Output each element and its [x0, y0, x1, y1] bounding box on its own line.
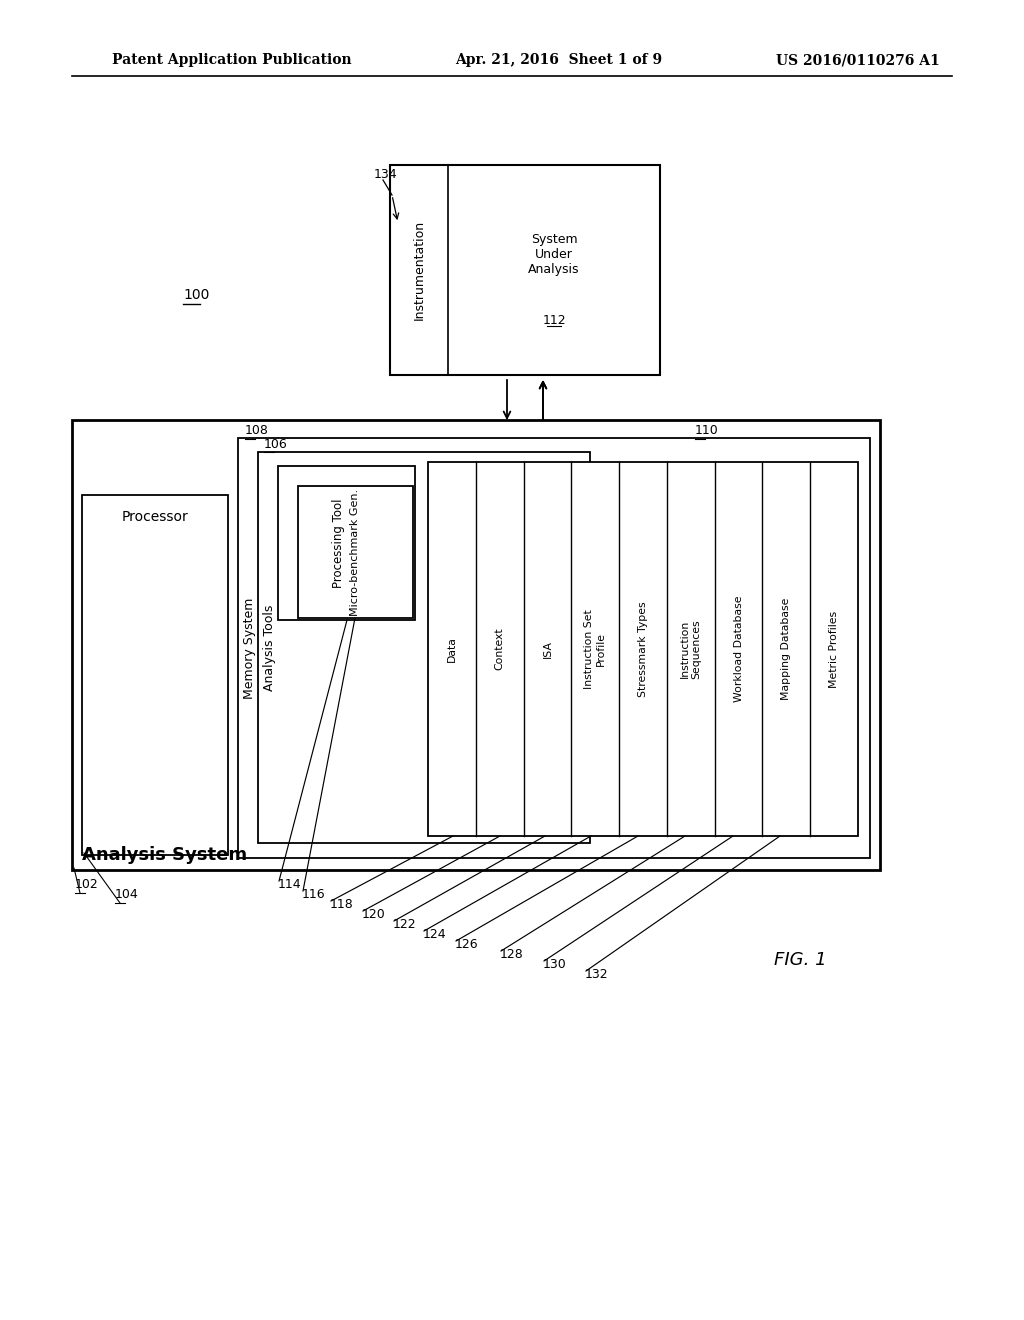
Text: 134: 134: [374, 169, 397, 181]
Text: Instrumentation: Instrumentation: [413, 220, 426, 319]
Bar: [390, 165, 660, 375]
Text: 110: 110: [695, 424, 719, 437]
Text: Instruction Set
Profile: Instruction Set Profile: [585, 609, 606, 689]
Text: US 2016/0110276 A1: US 2016/0110276 A1: [776, 53, 940, 67]
Text: 126: 126: [455, 939, 478, 952]
Bar: [258, 451, 590, 843]
Text: Data: Data: [446, 636, 457, 661]
Text: 100: 100: [183, 288, 209, 302]
Text: Stressmark Types: Stressmark Types: [638, 601, 648, 697]
Text: Apr. 21, 2016  Sheet 1 of 9: Apr. 21, 2016 Sheet 1 of 9: [455, 53, 663, 67]
Bar: [278, 466, 415, 620]
Text: Context: Context: [495, 628, 505, 671]
Text: 124: 124: [423, 928, 446, 941]
Text: 104: 104: [115, 888, 138, 902]
Text: 118: 118: [330, 899, 353, 912]
Text: Patent Application Publication: Patent Application Publication: [112, 53, 351, 67]
Text: 108: 108: [245, 424, 269, 437]
Text: Micro-benchmark Gen.: Micro-benchmark Gen.: [350, 488, 360, 615]
Bar: [428, 462, 858, 836]
Bar: [82, 495, 228, 855]
Text: Memory System: Memory System: [243, 598, 256, 698]
Bar: [298, 486, 413, 618]
Text: 106: 106: [264, 437, 288, 450]
Text: Workload Database: Workload Database: [733, 595, 743, 702]
Text: System
Under
Analysis: System Under Analysis: [528, 234, 580, 276]
Text: 130: 130: [543, 958, 566, 972]
Text: 120: 120: [362, 908, 386, 921]
Text: Metric Profiles: Metric Profiles: [829, 610, 839, 688]
Text: ISA: ISA: [543, 640, 552, 657]
Text: Instruction
Sequences: Instruction Sequences: [680, 619, 701, 678]
Text: Processor: Processor: [122, 510, 188, 524]
Text: Processing Tool: Processing Tool: [332, 498, 345, 587]
Text: Mapping Database: Mapping Database: [781, 598, 792, 700]
Text: 102: 102: [75, 879, 98, 891]
Bar: [72, 420, 880, 870]
Text: 114: 114: [278, 879, 302, 891]
Text: Analysis System: Analysis System: [82, 846, 247, 865]
Bar: [238, 438, 870, 858]
Text: 122: 122: [393, 919, 417, 932]
Text: FIG. 1: FIG. 1: [774, 950, 826, 969]
Text: 116: 116: [302, 888, 326, 902]
Text: 112: 112: [542, 314, 566, 326]
Text: 132: 132: [585, 969, 608, 982]
Text: Analysis Tools: Analysis Tools: [262, 605, 275, 690]
Text: 128: 128: [500, 949, 523, 961]
